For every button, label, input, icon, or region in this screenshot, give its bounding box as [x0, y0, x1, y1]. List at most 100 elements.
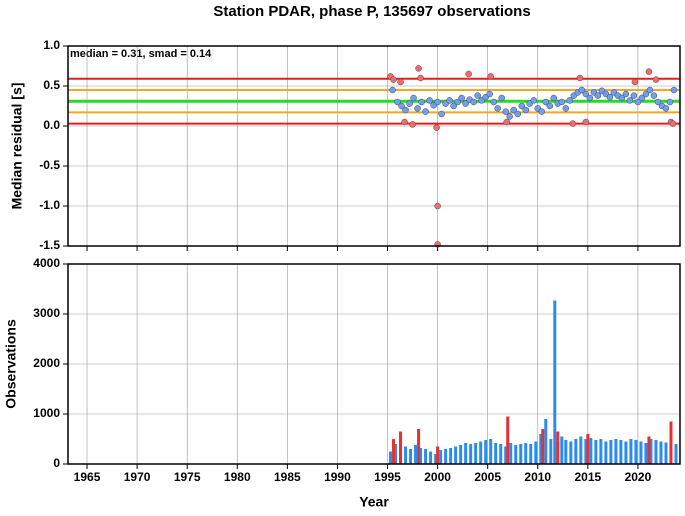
bar: [499, 444, 503, 464]
bar: [669, 421, 673, 464]
bar: [424, 449, 428, 464]
point: [518, 102, 525, 110]
bar: [509, 443, 513, 464]
x-tick-label: 2020: [625, 470, 652, 484]
point: [487, 73, 494, 80]
bar: [506, 416, 510, 464]
point: [666, 98, 674, 106]
bar: [589, 438, 593, 464]
point: [645, 68, 653, 75]
x-tick-label: 2015: [574, 470, 601, 484]
point: [622, 90, 630, 98]
point: [415, 65, 422, 72]
point: [642, 90, 650, 98]
bar: [574, 439, 578, 464]
x-tick-label: 1975: [174, 470, 201, 484]
point: [438, 110, 445, 118]
point: [578, 86, 586, 94]
point: [454, 98, 461, 106]
x-axis-label: Year: [359, 494, 389, 510]
point: [514, 110, 521, 118]
bar: [634, 440, 638, 464]
point: [550, 94, 558, 102]
y-tick-label: 1.0: [43, 38, 60, 52]
point: [662, 105, 670, 112]
bar: [549, 439, 553, 464]
y-tick-label: -0.5: [39, 158, 60, 172]
point: [582, 118, 590, 126]
point: [426, 97, 433, 104]
y-tick-label: -1.0: [39, 198, 60, 212]
point: [562, 105, 570, 112]
bar: [619, 440, 623, 464]
point: [390, 76, 397, 83]
bar: [599, 439, 603, 464]
bar: [389, 451, 393, 464]
x-tick-label: 1995: [374, 470, 401, 484]
plot-frame: [67, 263, 681, 465]
bar: [414, 445, 418, 464]
bar: [594, 440, 598, 464]
point: [594, 92, 602, 99]
bar: [409, 449, 413, 464]
point: [638, 94, 646, 102]
point: [414, 105, 421, 112]
bar: [449, 448, 453, 464]
point: [652, 76, 660, 83]
y-tick-label: 1000: [33, 406, 60, 420]
bar: [569, 441, 573, 464]
x-tick-label: 2010: [524, 470, 551, 484]
bar: [560, 436, 564, 464]
y-axis-label: Median residual [s]: [9, 83, 25, 210]
x-tick-label: 1965: [74, 470, 101, 484]
point: [417, 74, 424, 82]
bar: [434, 454, 438, 464]
point: [646, 86, 654, 94]
bar: [394, 444, 398, 464]
bar: [586, 434, 590, 464]
bar: [454, 446, 458, 464]
bar: [504, 446, 508, 464]
bar: [614, 439, 618, 464]
x-tick-label: 1970: [124, 470, 151, 484]
point: [631, 78, 639, 86]
point: [410, 94, 417, 102]
bar: [609, 440, 613, 464]
point: [434, 202, 441, 210]
bar: [624, 441, 628, 464]
bar: [392, 439, 396, 464]
point: [506, 113, 513, 120]
y-tick-label: 2000: [33, 356, 60, 370]
bar: [553, 300, 557, 464]
bar: [544, 419, 548, 464]
point: [670, 86, 678, 94]
point: [402, 106, 409, 114]
point: [434, 98, 441, 106]
bar: [519, 444, 523, 464]
point: [398, 102, 405, 110]
bar: [479, 441, 483, 464]
point: [498, 94, 505, 102]
bar: [529, 444, 533, 464]
x-tick-label: 2005: [474, 470, 501, 484]
point: [465, 70, 472, 78]
bar: [514, 445, 518, 464]
bar: [399, 431, 403, 464]
point: [546, 102, 554, 110]
bar: [419, 448, 423, 464]
point: [503, 118, 510, 126]
y-tick-label: -1.5: [39, 238, 60, 252]
bar: [464, 443, 468, 464]
bar: [556, 431, 560, 464]
point: [522, 106, 529, 114]
point: [650, 92, 658, 99]
point: [654, 98, 662, 106]
bar: [659, 441, 663, 464]
point: [669, 120, 677, 127]
y-tick-label: 4000: [33, 256, 60, 270]
point: [397, 78, 404, 86]
point: [530, 97, 538, 104]
bar: [444, 449, 448, 464]
annotation: median = 0.31, smad = 0.14: [70, 48, 212, 60]
